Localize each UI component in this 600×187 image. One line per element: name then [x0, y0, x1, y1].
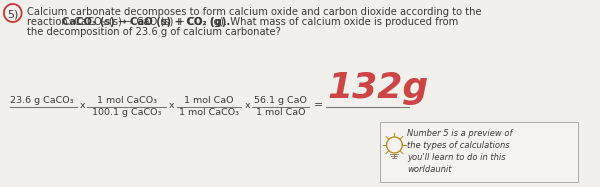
Text: =: =: [314, 100, 323, 110]
Text: the decomposition of 23.6 g of calcium carbonate?: the decomposition of 23.6 g of calcium c…: [28, 27, 281, 37]
Text: x: x: [79, 100, 85, 110]
Text: 100.1 g CaCO₃: 100.1 g CaCO₃: [92, 108, 161, 117]
Text: Calcium carbonate decomposes to form calcium oxide and carbon dioxide according : Calcium carbonate decomposes to form cal…: [28, 7, 482, 17]
Text: 56.1 g CaO: 56.1 g CaO: [254, 96, 307, 105]
FancyBboxPatch shape: [380, 122, 578, 182]
Text: 1 mol CaCO₃: 1 mol CaCO₃: [97, 96, 157, 105]
Text: 1 mol CaO: 1 mol CaO: [184, 96, 234, 105]
Text: 23.6 g CaCO₃: 23.6 g CaCO₃: [10, 96, 73, 105]
Text: you'll learn to do in this: you'll learn to do in this: [407, 153, 506, 162]
Text: Number 5 is a preview of: Number 5 is a preview of: [407, 129, 512, 138]
Text: x: x: [169, 100, 175, 110]
Text: reaction: CaCO₃ (s) → CaO (s) + CO₂ (g). What mass of calcium oxide is produced : reaction: CaCO₃ (s) → CaO (s) + CO₂ (g).…: [28, 17, 459, 27]
Text: 132g: 132g: [328, 71, 429, 105]
Text: x: x: [244, 100, 250, 110]
Text: the types of calculations: the types of calculations: [407, 141, 510, 150]
Text: CaCO₃ (s) → CaO (s) + CO₂ (g).: CaCO₃ (s) → CaO (s) + CO₂ (g).: [62, 17, 230, 27]
Text: 5): 5): [7, 9, 19, 19]
Text: worldaunit: worldaunit: [407, 165, 452, 174]
Text: 1 mol CaCO₃: 1 mol CaCO₃: [179, 108, 239, 117]
Text: 1 mol CaO: 1 mol CaO: [256, 108, 305, 117]
